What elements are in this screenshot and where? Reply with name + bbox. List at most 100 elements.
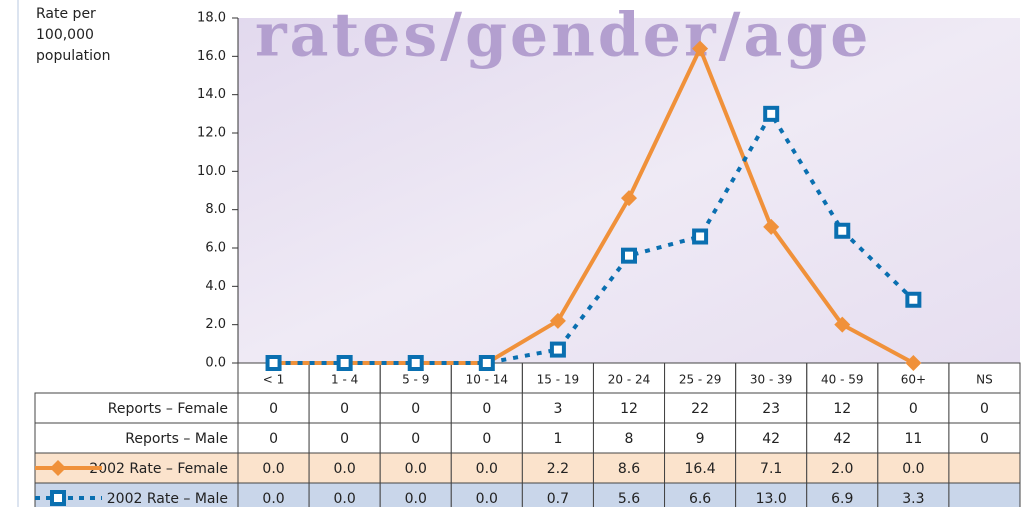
- table-cell-value: 0: [340, 401, 349, 417]
- series-marker: [834, 222, 851, 239]
- series-marker: [265, 355, 282, 371]
- table-cell-value: 22: [691, 401, 709, 417]
- table-row-label: Reports – Male: [125, 431, 228, 447]
- table-cell-value: 0.0: [262, 461, 284, 477]
- table-cell: [806, 422, 879, 454]
- series-line: [273, 111, 915, 365]
- table-cell-value: 6.6: [689, 491, 711, 507]
- x-tick-label: NS: [976, 373, 993, 387]
- y-tick-label: 18.0: [197, 11, 226, 26]
- table-cell-value: 0: [340, 431, 349, 447]
- table-cell-value: 0: [980, 431, 989, 447]
- y-tick-label: 16.0: [197, 49, 226, 64]
- y-tick-label: 8.0: [205, 202, 226, 217]
- table-cell: [379, 452, 452, 484]
- table-row-label: 2002 Rate – Male: [107, 491, 228, 507]
- table-cell-value: 16.4: [685, 461, 716, 477]
- table-cell-value: 8.6: [618, 461, 640, 477]
- table-cell-value: 0: [411, 401, 420, 417]
- y-axis-label: Rate per 100,000 population: [36, 6, 111, 64]
- table-cell: [948, 422, 1021, 454]
- table-cell-value: 0.0: [405, 461, 427, 477]
- table-cell: [948, 392, 1021, 424]
- table-cell: [308, 392, 381, 424]
- table-cell-value: 0.0: [476, 461, 498, 477]
- table-cell-value: 9: [696, 431, 705, 447]
- table-cell-value: 0: [980, 401, 989, 417]
- table-cell: [521, 392, 594, 424]
- table-cell: [735, 392, 808, 424]
- table-cell-value: 0.0: [476, 491, 498, 507]
- series-marker: [407, 355, 424, 371]
- table-cell: [735, 482, 808, 507]
- y-tick-label: 4.0: [205, 279, 226, 294]
- table-cell: [735, 452, 808, 484]
- table-cell: [521, 482, 594, 507]
- table-cell: [877, 482, 950, 507]
- table-cell-value: 1: [553, 431, 562, 447]
- x-tick-label: 1 - 4: [331, 373, 358, 387]
- chart-title: rates/gender/age: [255, 1, 871, 71]
- table-cell-value: 0: [482, 431, 491, 447]
- table-cell: [592, 482, 666, 507]
- x-tick-label: 15 - 19: [537, 373, 580, 387]
- table-cell-value: 8: [625, 431, 634, 447]
- table-cell-value: 5.6: [618, 491, 640, 507]
- series-marker: [692, 228, 709, 245]
- series-marker: [549, 312, 566, 329]
- y-tick-label: 6.0: [205, 241, 226, 256]
- table-cell-value: 0: [482, 401, 491, 417]
- series-marker: [763, 218, 780, 235]
- table-cell-value: 2.0: [831, 461, 853, 477]
- y-tick-label: 12.0: [197, 126, 226, 141]
- x-tick-label: 10 - 14: [466, 373, 509, 387]
- x-tick-label: < 1: [263, 373, 285, 387]
- table-cell-value: 42: [762, 431, 780, 447]
- table-cell: [664, 422, 737, 454]
- x-tick-label: 30 - 39: [750, 373, 793, 387]
- table-cell-value: 0: [269, 431, 278, 447]
- series-marker: [763, 105, 780, 122]
- series-marker: [549, 341, 566, 358]
- table-cell-value: 42: [833, 431, 851, 447]
- table-cell: [521, 452, 594, 484]
- table-cell-value: 13.0: [756, 491, 787, 507]
- table-cell-value: 0.0: [405, 491, 427, 507]
- table-cell-value: 7.1: [760, 461, 782, 477]
- series-marker: [336, 355, 353, 371]
- table-cell: [877, 452, 950, 484]
- table-label-cell: [34, 422, 239, 454]
- series-marker: [621, 247, 637, 264]
- y-tick-label: 0.0: [205, 356, 226, 371]
- table-cell: [308, 452, 381, 484]
- table-cell: [237, 422, 310, 454]
- series-line: [273, 46, 915, 365]
- table-cell-value: 12: [833, 401, 851, 417]
- table-cell: [948, 452, 1021, 484]
- table-cell-value: 0: [269, 401, 278, 417]
- x-tick-label: 40 - 59: [821, 373, 864, 387]
- series-marker: [692, 40, 709, 57]
- series-marker: [905, 291, 922, 308]
- table-cell-value: 0.0: [334, 461, 356, 477]
- table-cell: [948, 482, 1021, 507]
- table-cell-value: 2.2: [547, 461, 569, 477]
- table-cell-value: 0: [909, 401, 918, 417]
- table-cell: [237, 392, 310, 424]
- table-cell-value: 11: [904, 431, 922, 447]
- table-cell: [521, 422, 594, 454]
- series-marker: [478, 355, 495, 371]
- table-cell-value: 0.0: [262, 491, 284, 507]
- table-cell-value: 12: [620, 401, 638, 417]
- table-cell: [308, 422, 381, 454]
- table-cell-value: 0.0: [902, 461, 924, 477]
- table-cell: [877, 392, 950, 424]
- x-tick-label: 20 - 24: [608, 373, 651, 387]
- table-cell-value: 3: [553, 401, 562, 417]
- series-marker: [905, 355, 922, 371]
- table-row-label: Reports – Female: [108, 401, 228, 417]
- table-cell-value: 6.9: [831, 491, 853, 507]
- x-tick-label: 5 - 9: [402, 373, 429, 387]
- table-cell-value: 0.7: [547, 491, 569, 507]
